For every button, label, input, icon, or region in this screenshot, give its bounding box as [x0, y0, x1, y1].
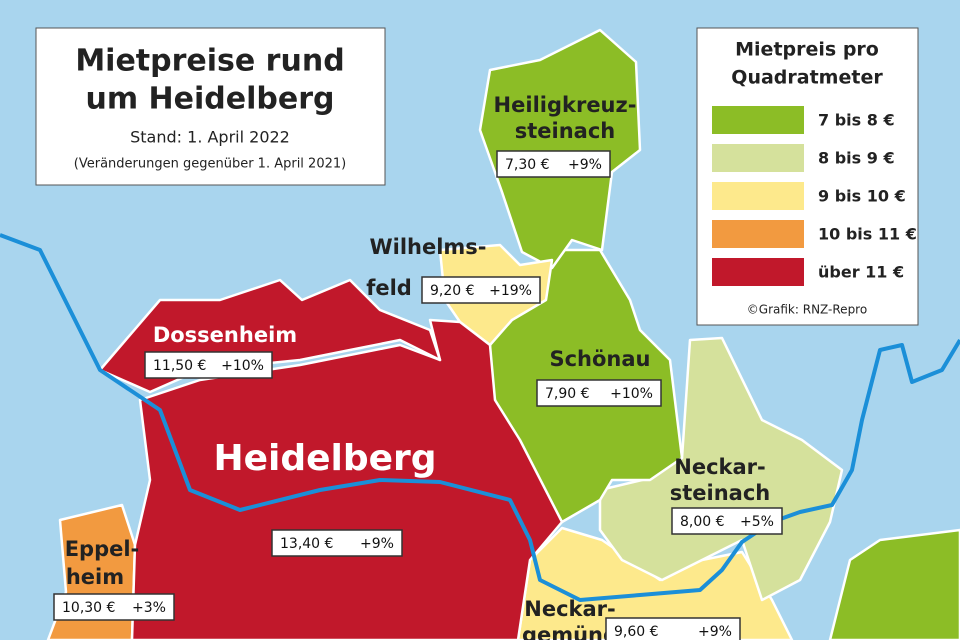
price-boxes: 7,30 € +9% 9,20 € +19% 11,50 € +10% 7,90 € +10%…: [53, 150, 783, 640]
legend-swatch: [712, 258, 804, 286]
region-name: gemünd: [522, 623, 618, 640]
price: 11,50 €: [153, 358, 206, 374]
price-box: [144, 351, 273, 379]
legend-label: 8 bis 9 €: [818, 149, 895, 168]
price-box: [536, 379, 662, 407]
price: 13,40 €: [280, 536, 333, 552]
legend-label: über 11 €: [818, 263, 904, 282]
price-box: [496, 150, 611, 178]
region-name: Neckar-: [524, 597, 615, 621]
legend-label: 10 bis 11 €: [818, 225, 917, 244]
region-name: Heidelberg: [213, 438, 436, 479]
region-east: [828, 528, 960, 640]
region-name: Neckar-: [674, 455, 765, 479]
note: (Veränderungen gegenüber 1. April 2021): [74, 157, 346, 172]
legend-label: 7 bis 8 €: [818, 111, 895, 130]
change: +9%: [360, 536, 394, 552]
title-box: [35, 27, 386, 186]
price-box: [271, 529, 403, 557]
price-box: [53, 593, 175, 621]
region-name: heim: [66, 565, 124, 589]
legend-swatch: [712, 182, 804, 210]
change: +10%: [221, 358, 264, 374]
region-heiligkreuzsteinach: [478, 28, 642, 270]
change: +19%: [489, 283, 532, 299]
legend-items: 7 bis 8 € 8 bis 9 € 9 bis 10 € 10 bis 11 € ü…: [712, 106, 917, 286]
region-neckargemuend: [516, 526, 794, 640]
region-name: steinach: [670, 481, 771, 505]
region-name: feld: [366, 276, 412, 300]
title: Mietpreise rund: [75, 44, 344, 79]
region-name: Eppel-: [65, 537, 140, 561]
region-name: Schönau: [549, 347, 650, 371]
legend-title: Quadratmeter: [731, 67, 883, 89]
region-name: Wilhelms-: [369, 235, 486, 259]
legend-title: Mietpreis pro: [735, 39, 879, 61]
price-box: [421, 276, 541, 304]
region-name: Heiligkreuz-: [494, 93, 637, 117]
price: 10,30 €: [62, 600, 115, 616]
price: 9,20 €: [430, 283, 475, 299]
price: 7,30 €: [505, 157, 550, 173]
legend-swatch: [712, 144, 804, 172]
change: +9%: [698, 624, 732, 640]
price: 8,00 €: [680, 514, 725, 530]
price: 7,90 €: [545, 386, 590, 402]
change: +3%: [132, 600, 166, 616]
change: +9%: [568, 157, 602, 173]
river-neckar: [0, 233, 960, 602]
legend-swatch: [712, 106, 804, 134]
stand: Stand: 1. April 2022: [130, 128, 290, 147]
price-box: [605, 617, 741, 640]
region-name: Dossenheim: [153, 323, 297, 347]
region-name: steinach: [515, 119, 616, 143]
legend-swatch: [712, 220, 804, 248]
change: +5%: [740, 514, 774, 530]
price-box: [671, 507, 783, 535]
credit: ©Grafik: RNZ-Repro: [747, 303, 867, 317]
legend-label: 9 bis 10 €: [818, 187, 906, 206]
title: um Heidelberg: [86, 82, 335, 117]
price: 9,60 €: [614, 624, 659, 640]
change: +10%: [610, 386, 653, 402]
